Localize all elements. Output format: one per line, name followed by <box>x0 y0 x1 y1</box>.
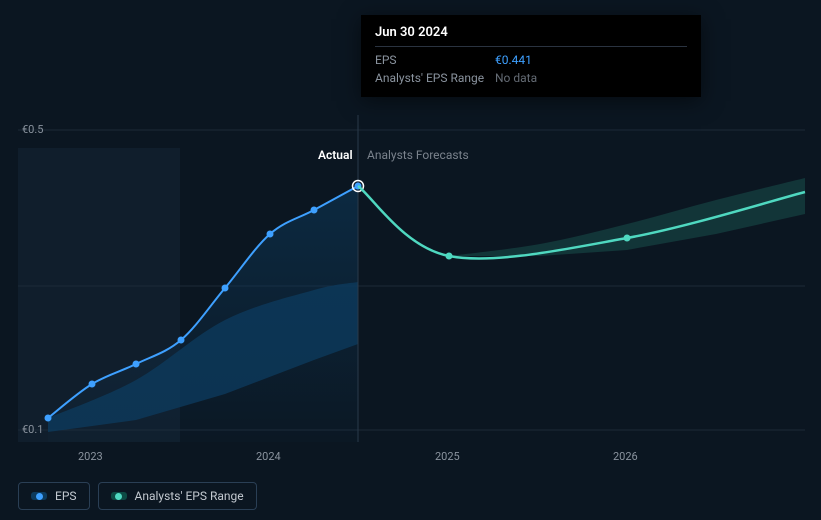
legend-item-range[interactable]: Analysts' EPS Range <box>98 482 257 510</box>
chart-legend: EPS Analysts' EPS Range <box>18 482 257 510</box>
section-label-actual: Actual <box>318 148 353 162</box>
x-axis-label: 2024 <box>256 450 281 463</box>
x-axis-label: 2026 <box>613 450 638 463</box>
x-axis-label: 2023 <box>78 450 103 463</box>
legend-swatch-eps <box>31 492 47 500</box>
tooltip-title: Jun 30 2024 <box>375 25 687 47</box>
tooltip-label: Analysts' EPS Range <box>375 71 495 85</box>
legend-label: Analysts' EPS Range <box>135 489 244 503</box>
tooltip-row-range: Analysts' EPS Range No data <box>375 69 687 87</box>
y-axis-label: €0.1 <box>22 423 43 436</box>
tooltip-value: €0.441 <box>495 53 532 67</box>
tooltip-value: No data <box>495 71 537 85</box>
legend-label: EPS <box>55 489 77 503</box>
chart-tooltip: Jun 30 2024 EPS €0.441 Analysts' EPS Ran… <box>361 15 701 97</box>
section-label-forecast: Analysts Forecasts <box>367 148 469 162</box>
x-axis-label: 2025 <box>435 450 460 463</box>
tooltip-label: EPS <box>375 53 495 67</box>
legend-item-eps[interactable]: EPS <box>18 482 90 510</box>
legend-swatch-range <box>111 492 127 500</box>
y-axis-label: €0.5 <box>22 123 43 136</box>
tooltip-row-eps: EPS €0.441 <box>375 51 687 69</box>
